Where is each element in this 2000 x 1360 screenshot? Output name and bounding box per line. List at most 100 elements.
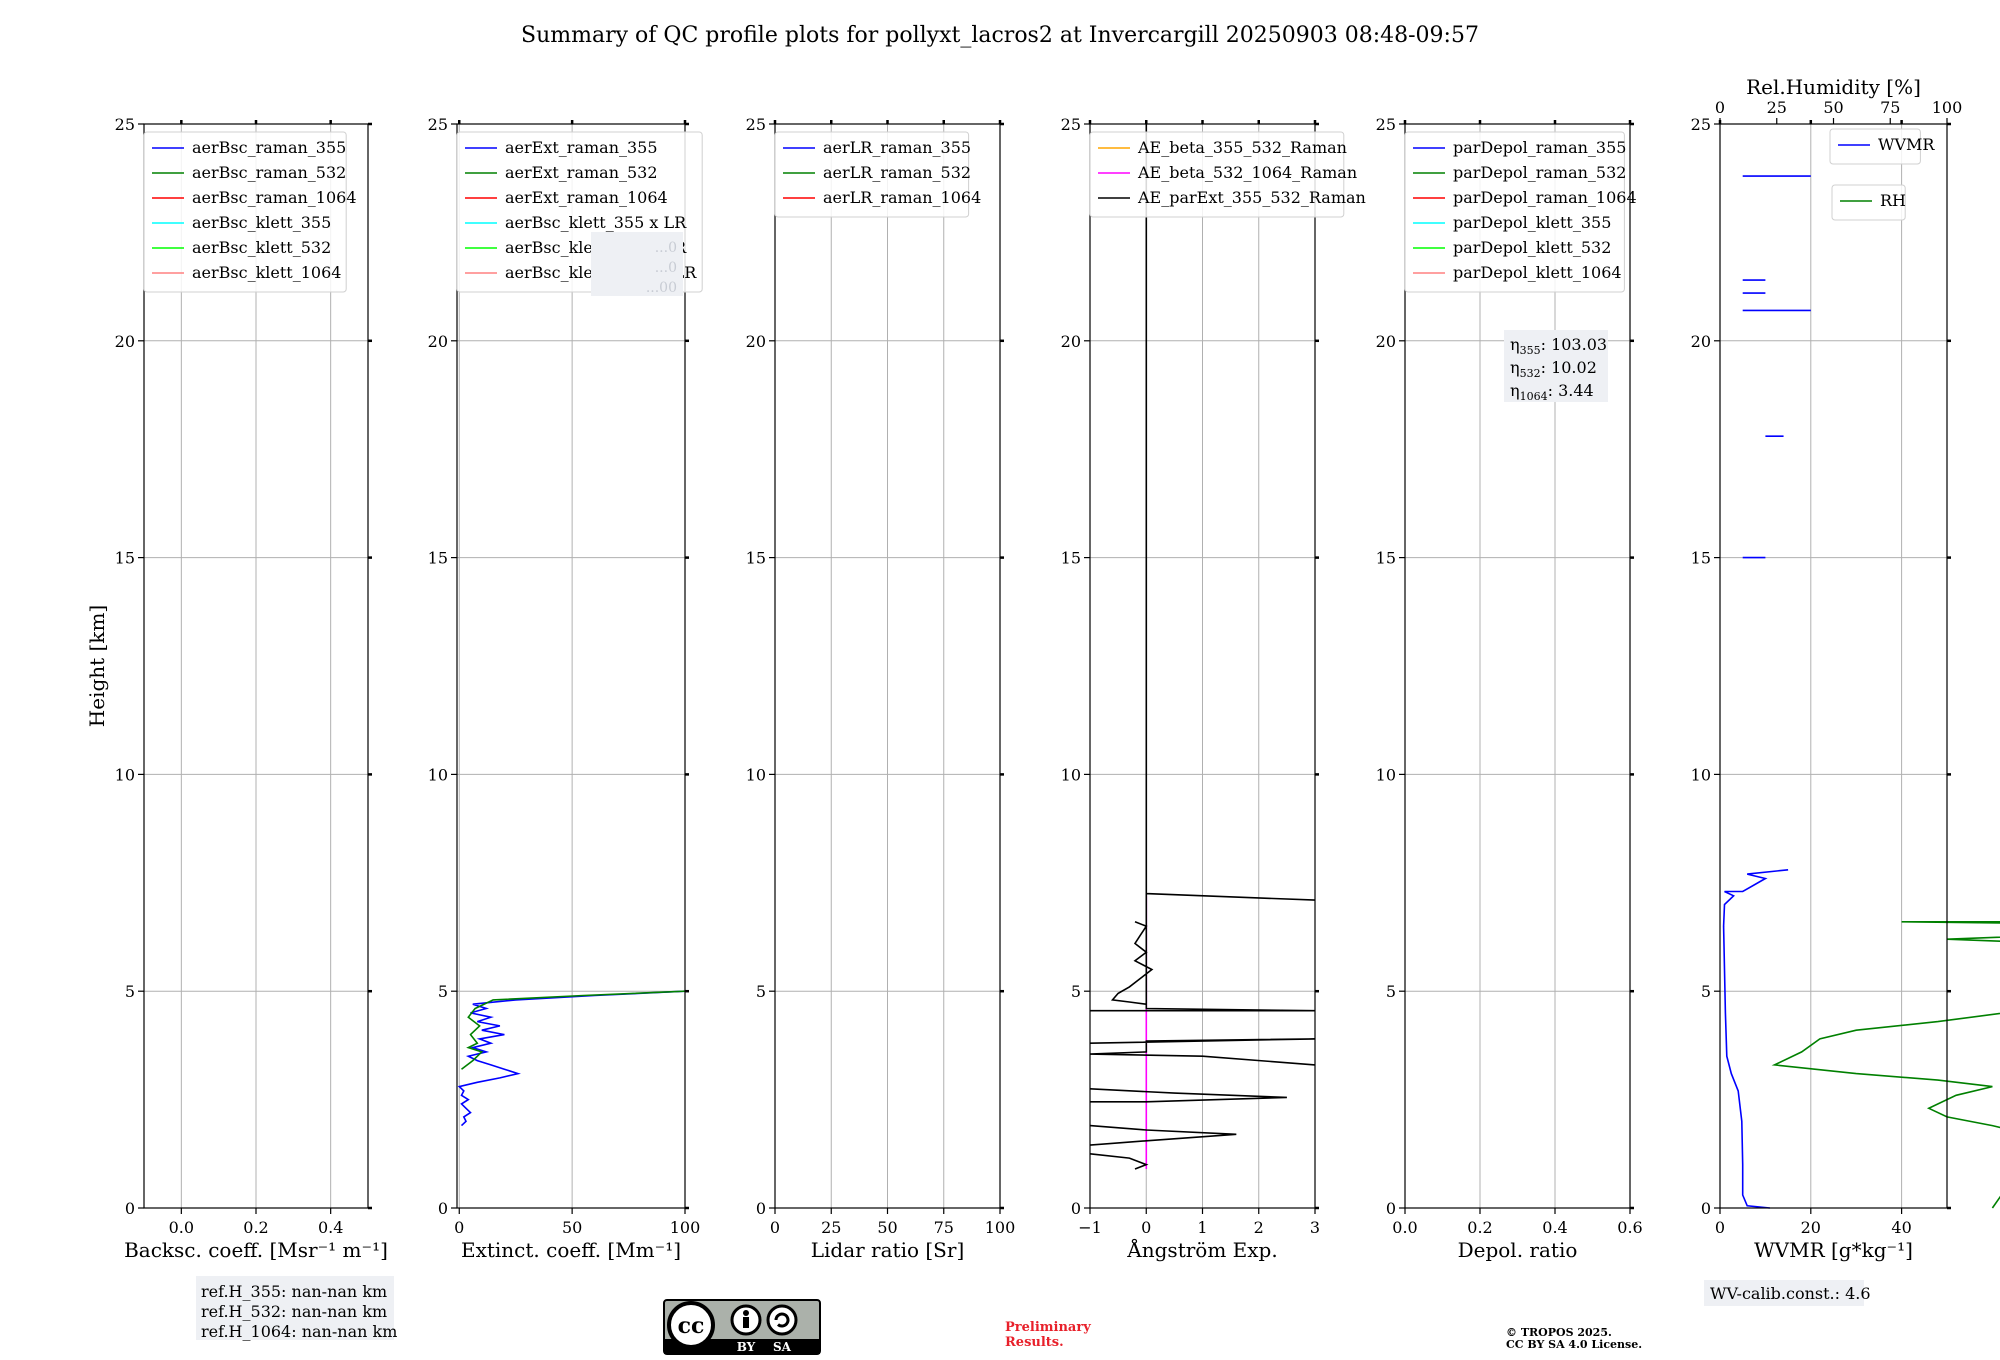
y-tick-label: 20 <box>1691 332 1711 351</box>
x-tick-label: 100 <box>670 1218 701 1237</box>
x-tick-label: 0.2 <box>243 1218 268 1237</box>
y-tick-label: 25 <box>115 115 135 134</box>
legend-frame <box>143 131 347 293</box>
legend-label: parDepol_klett_1064 <box>1453 263 1622 282</box>
legend-label: parDepol_klett_532 <box>1453 238 1611 257</box>
legend-label: WVMR <box>1878 135 1935 154</box>
axes-frame <box>1719 123 1948 1209</box>
preliminary-line-1: Preliminary <box>1005 1320 1091 1335</box>
x-axis-label: WVMR [g*kg⁻¹] <box>1754 1238 1913 1262</box>
y-tick-label: 25 <box>428 115 448 134</box>
copyright-line-2: CC BY SA 4.0 License. <box>1506 1338 1642 1351</box>
legend-label: aerLR_raman_532 <box>823 163 971 182</box>
legend-label: aerExt_raman_355 <box>505 138 658 157</box>
legend-frame <box>1404 131 1625 293</box>
x-tick-label: 25 <box>821 1218 841 1237</box>
x-tick-label: 0.0 <box>169 1218 194 1237</box>
legend-label: aerBsc_klett_532 <box>192 238 331 257</box>
top-x-tick-label: 50 <box>1823 98 1843 117</box>
by-label: BY <box>737 1340 756 1354</box>
x-axis-label: Ångström Exp. <box>1126 1237 1277 1262</box>
series-AE_parExt_355_532_Raman_c <box>1089 1088 1287 1103</box>
ext-ghost-annotation: ...0 ...0 ...00 <box>591 232 683 296</box>
y-tick-label: 25 <box>746 115 766 134</box>
x-tick-label: −1 <box>1078 1218 1102 1237</box>
legend-label: AE_beta_532_1064_Raman <box>1137 163 1357 182</box>
x-tick-label: 1 <box>1197 1218 1207 1237</box>
y-tick-label: 25 <box>1061 115 1081 134</box>
series-WVMR <box>1722 869 1789 1209</box>
x-axis-label: Depol. ratio <box>1458 1238 1578 1262</box>
by-icon-head <box>743 1310 749 1316</box>
x-tick-label: 75 <box>934 1218 954 1237</box>
copyright-line-1: © TROPOS 2025. <box>1506 1326 1612 1339</box>
ref-height-1064: ref.H_1064: nan-nan km <box>201 1322 397 1341</box>
y-tick-label: 15 <box>1691 549 1711 568</box>
y-tick-label: 5 <box>1701 982 1711 1001</box>
y-tick-label: 0 <box>125 1199 135 1218</box>
legend: AE_beta_355_532_Raman AE_beta_532_1064_Ra… <box>1089 131 1366 218</box>
x-tick-label: 2 <box>1254 1218 1264 1237</box>
legend-label: aerBsc_raman_1064 <box>192 188 357 207</box>
x-tick-label: 50 <box>562 1218 582 1237</box>
ext-ghost-text: ...0 <box>655 260 677 276</box>
cc-icon-text: cc <box>678 1313 705 1339</box>
panel-depol: 0 5 10 15 20 25 0.0 0.2 0.4 0.6 Depol. ratio parDep… <box>1376 115 1643 1262</box>
x-axis-label: Backsc. coeff. [Msr⁻¹ m⁻¹] <box>124 1238 388 1262</box>
x-axis-label: Extinct. coeff. [Mm⁻¹] <box>461 1238 681 1262</box>
y-tick-label: 0 <box>1701 1199 1711 1218</box>
legend-label: AE_parExt_355_532_Raman <box>1137 188 1366 207</box>
x-tick-label: 100 <box>985 1218 1016 1237</box>
legend-label: aerBsc_raman_532 <box>192 163 346 182</box>
legend-label: aerLR_raman_1064 <box>823 188 981 207</box>
y-tick-label: 15 <box>1376 549 1396 568</box>
legend-frame <box>1831 184 1906 221</box>
y-tick-label: 25 <box>1691 115 1711 134</box>
x-tick-label: 0.4 <box>1542 1218 1567 1237</box>
series-RH <box>1771 920 2000 1209</box>
legend-frame <box>1829 128 1921 165</box>
x-tick-label: 3 <box>1310 1218 1320 1237</box>
legend: aerLR_raman_355 aerLR_raman_532 aerLR_rama… <box>774 131 981 218</box>
y-tick-label: 5 <box>125 982 135 1001</box>
y-tick-label: 10 <box>428 765 448 784</box>
sa-icon <box>766 1304 798 1336</box>
legend-wvmr: WVMR <box>1829 128 1935 165</box>
y-tick-label: 10 <box>115 765 135 784</box>
legend-label: aerBsc_raman_355 <box>192 138 346 157</box>
panel-lr: 0 5 10 15 20 25 0 25 50 75 100 Lidar ratio [Sr] aerL… <box>746 115 1016 1262</box>
y-tick-label: 0 <box>1071 1199 1081 1218</box>
y-tick-label: 5 <box>438 982 448 1001</box>
x-tick-label: 0.4 <box>318 1218 343 1237</box>
legend: aerBsc_raman_355 aerBsc_raman_532 aerBsc_r… <box>143 131 357 293</box>
legend-frame <box>1089 131 1345 218</box>
sa-label: SA <box>773 1340 792 1354</box>
series-aerExt_raman_532 <box>461 990 686 1070</box>
top-x-tick-label: 25 <box>1767 98 1787 117</box>
top-x-tick-label: 100 <box>1932 98 1963 117</box>
y-tick-label: 0 <box>438 1199 448 1218</box>
y-axis-label: Height [km] <box>85 605 109 727</box>
legend-label: parDepol_raman_532 <box>1453 163 1626 182</box>
eta-532: η532: 10.02 <box>1510 358 1597 380</box>
x-tick-label: 20 <box>1801 1218 1821 1237</box>
y-tick-label: 25 <box>1376 115 1396 134</box>
y-tick-label: 20 <box>746 332 766 351</box>
legend-label: parDepol_raman_1064 <box>1453 188 1637 207</box>
x-tick-label: 0 <box>770 1218 780 1237</box>
y-tick-label: 5 <box>756 982 766 1001</box>
y-tick-label: 15 <box>746 549 766 568</box>
legend-label: aerBsc_klett_355 x LR <box>505 213 687 232</box>
x-tick-label: 0 <box>454 1218 464 1237</box>
legend-rh: RH <box>1831 184 1906 221</box>
cc-license-badge: cc BY SA <box>663 1299 821 1355</box>
legend-frame <box>774 131 970 218</box>
y-tick-label: 10 <box>1061 765 1081 784</box>
y-tick-label: 20 <box>428 332 448 351</box>
y-tick-label: 0 <box>756 1199 766 1218</box>
x-tick-label: 50 <box>877 1218 897 1237</box>
